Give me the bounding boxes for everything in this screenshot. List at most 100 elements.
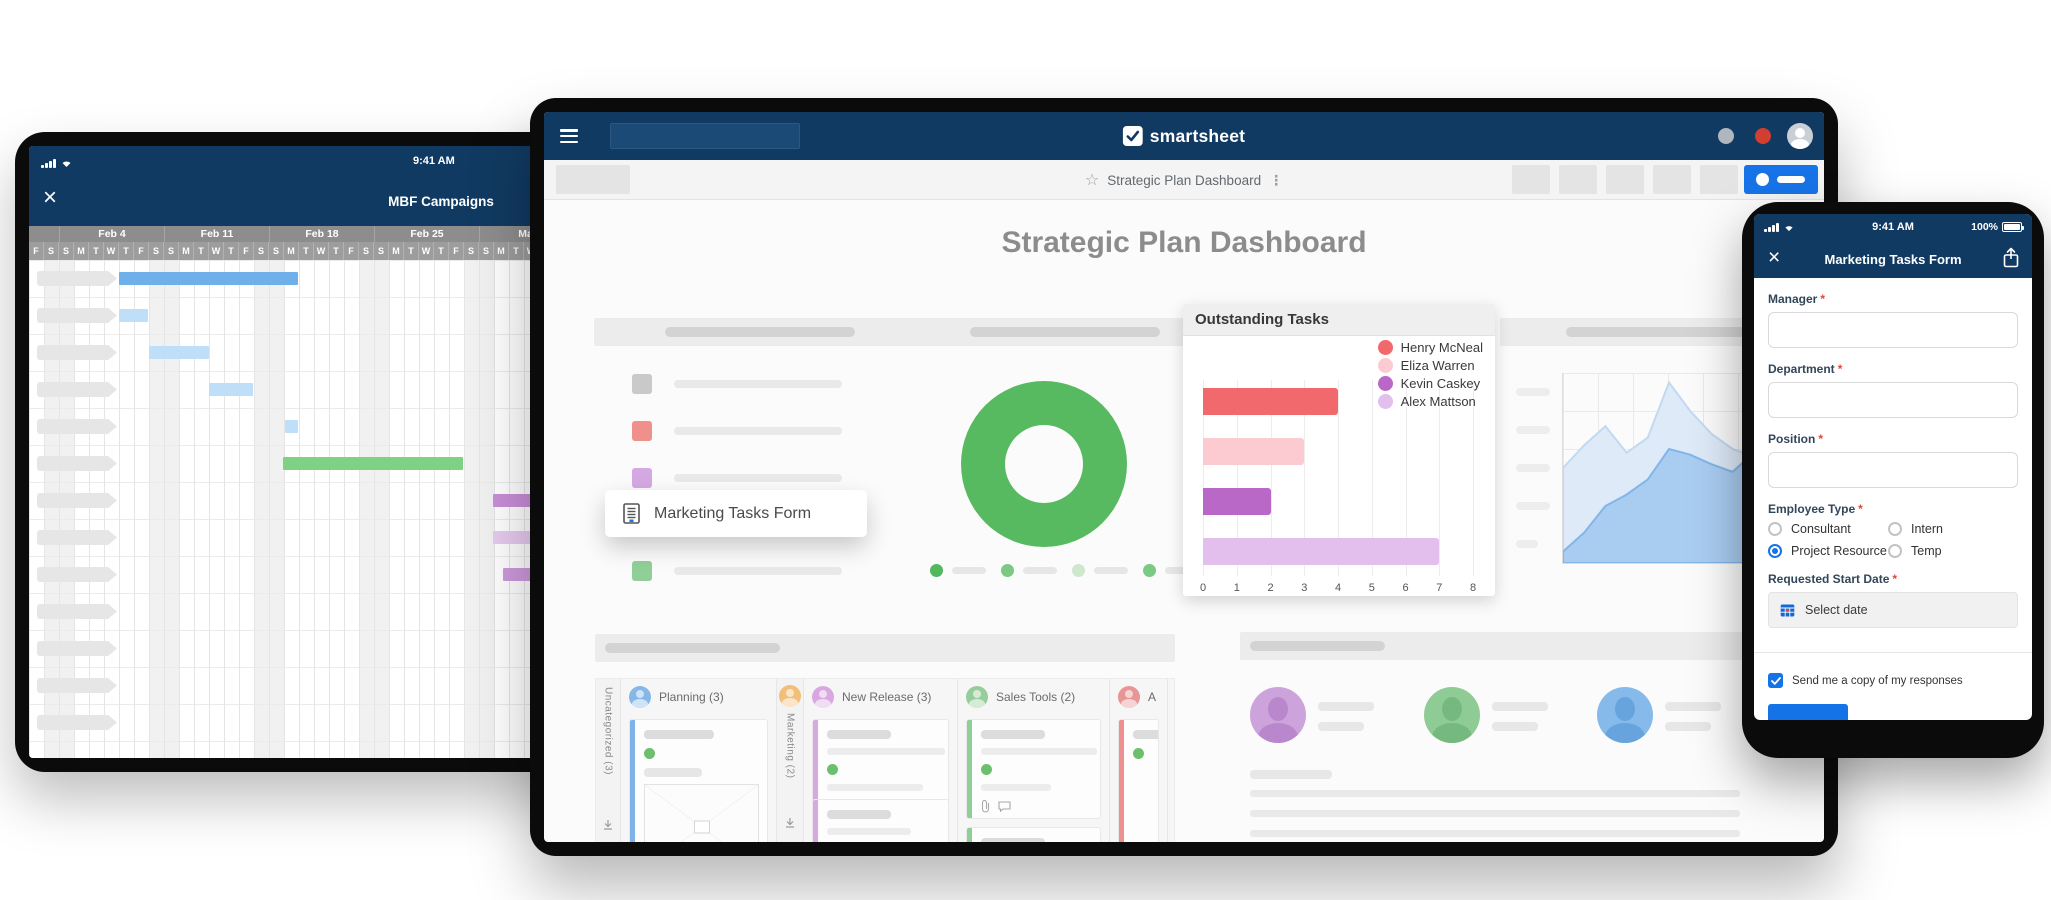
date-picker-field[interactable]: Select date [1768,592,2018,628]
radio-option-intern[interactable]: Intern [1888,522,2018,536]
gantt-task-bar[interactable] [285,420,298,433]
kanban-column[interactable]: Uncategorized (3) [596,679,621,842]
gantt-day-letter: S [254,242,269,260]
donut-legend-label-placeholder [1165,567,1199,574]
card-accent-bar [630,720,635,842]
outstanding-tasks-chart: 0 1 2 3 4 5 6 7 8 [1183,336,1495,596]
column-avatar [1118,686,1140,708]
kanban-card[interactable] [1118,719,1159,842]
submit-button[interactable] [1768,704,1848,720]
notifications-icon[interactable] [1718,128,1734,144]
card-accent-bar [967,828,972,842]
consent-checkbox-row[interactable]: Send me a copy of my responses [1768,673,2018,688]
x-axis-tick-label: 1 [1233,582,1240,594]
gantt-task-bar[interactable] [283,457,463,470]
kanban-column-label: A [1148,690,1157,704]
gantt-task-bar[interactable] [149,346,209,359]
y-axis-placeholder [1516,540,1538,548]
toolbar-action-4[interactable] [1653,165,1691,194]
task-bar-eliza-warren [1203,438,1305,465]
close-icon[interactable]: × [1768,246,1781,269]
checkbox-checked[interactable] [1768,673,1783,688]
kanban-card[interactable] [812,799,949,842]
checkbox-label: Send me a copy of my responses [1792,674,1963,687]
outstanding-tasks-title: Outstanding Tasks [1183,304,1495,336]
phone-status-bar: 9:41 AM 100% [1754,214,2032,240]
favorite-star-icon[interactable]: ☆ [1084,172,1100,189]
kanban-card[interactable] [629,719,768,842]
marketing-tasks-form-shortcut[interactable]: Marketing Tasks Form [605,490,867,537]
search-input[interactable] [610,123,800,149]
toolbar-action-3[interactable] [1606,165,1644,194]
radio-button[interactable] [1768,544,1782,558]
shortcut-list-item[interactable] [594,374,926,394]
close-icon[interactable]: × [43,184,58,211]
gantt-task-bar[interactable] [119,272,298,285]
column-avatar [779,685,801,707]
chart-gridline [1371,380,1373,576]
gantt-day-letter: T [119,242,134,260]
radio-option-consultant[interactable]: Consultant [1768,522,1888,536]
dashboard-body: Strategic Plan Dashboard Outstanding Tas… [544,200,1824,842]
gantt-day-letter: F [134,242,149,260]
task-bar-alex-mattson [1203,538,1440,565]
gantt-task-label-placeholder [37,456,117,471]
legend-color-dot [1377,357,1393,373]
radio-button[interactable] [1768,522,1782,536]
phone-device: 9:41 AM 100% × Marketing Tasks Form Mana… [1742,202,2044,758]
gantt-task-label-placeholder [37,382,117,397]
shortcuts-widget [594,318,926,590]
team-member-avatar [1424,687,1480,743]
toolbar-action-5[interactable] [1700,165,1738,194]
y-axis-placeholder [1516,464,1550,472]
gantt-task-bar[interactable] [209,383,253,396]
gantt-day-letter: S [59,242,74,260]
avatar-body [632,699,648,708]
gantt-task-bar[interactable] [493,531,538,544]
shortcut-list-item[interactable] [594,421,926,441]
toolbar-back-block[interactable] [556,165,630,194]
toolbar-action-1[interactable] [1512,165,1550,194]
expand-column-icon[interactable] [785,818,795,831]
radio-button[interactable] [1888,522,1902,536]
menu-hamburger-icon[interactable] [560,129,578,143]
manager-field[interactable] [1768,312,2018,348]
radio-label: Intern [1911,522,1943,536]
x-axis-tick-label: 2 [1267,582,1274,594]
kebab-menu-icon[interactable]: ⋮ [1269,171,1284,188]
smartsheet-logo-mark [1122,126,1143,146]
donut-legend-dot [1143,564,1156,577]
smartsheet-logo-text: smartsheet [1149,125,1246,146]
shortcut-list-item[interactable] [594,468,926,488]
paragraph-placeholder [1250,830,1740,837]
widget-header [595,634,1175,662]
avatar-head [1125,690,1133,698]
user-avatar[interactable] [1787,123,1813,149]
status-dot [1133,748,1144,759]
kanban-column[interactable]: Marketing (2) [777,679,804,842]
expand-column-icon[interactable] [603,820,613,833]
status-dot [827,764,838,775]
toolbar-action-2[interactable] [1559,165,1597,194]
alerts-badge-icon[interactable] [1755,128,1771,144]
gantt-task-bar[interactable] [119,309,148,322]
department-field[interactable] [1768,382,2018,418]
radio-option-temp[interactable]: Temp [1888,544,2018,558]
field-label: Requested Start Date * [1768,572,1898,586]
share-icon[interactable] [2002,247,2020,274]
kanban-card[interactable] [966,827,1101,842]
card-accent-bar [813,720,818,842]
radio-option-project-resource[interactable]: Project Resource [1768,544,1888,558]
team-member-avatar [1597,687,1653,743]
gantt-day-letter: M [494,242,509,260]
share-toggle-button[interactable] [1744,165,1818,194]
radio-button[interactable] [1888,544,1902,558]
status-dot [644,748,655,759]
card-title-placeholder [827,730,891,739]
shortcut-list-item[interactable] [594,561,926,581]
position-field[interactable] [1768,452,2018,488]
donut-legend-dots [930,564,1205,577]
chart-gridline [1439,380,1441,576]
kanban-card[interactable] [966,719,1101,819]
gantt-task-label-placeholder [37,419,117,434]
